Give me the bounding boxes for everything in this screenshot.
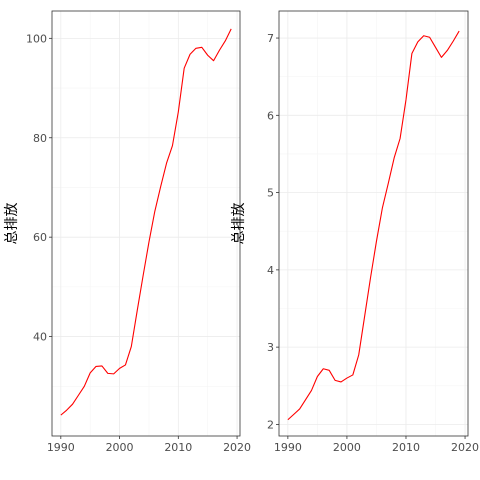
chart-panel-left: 1990 2000 2010 2020 40 60 80 100 总排放 [4, 10, 251, 454]
y-axis-title: 总排放 [231, 203, 247, 245]
y-tick-label: 7 [267, 32, 274, 45]
y-tick-label: 2 [267, 418, 274, 431]
y-tick-label: 5 [267, 187, 274, 200]
series-line [287, 30, 460, 421]
y-tick-label: 4 [267, 264, 274, 277]
y-tick-label: 40 [33, 331, 47, 344]
x-tick-label: 2000 [333, 441, 361, 454]
y-tick-label: 60 [33, 231, 47, 244]
grid [52, 11, 240, 436]
y-tick-label: 100 [26, 32, 47, 45]
x-tick-label: 2020 [451, 441, 479, 454]
panel-border [51, 10, 241, 437]
x-tick-label: 2010 [392, 441, 420, 454]
y-tick-label: 3 [267, 341, 274, 354]
panel-border [278, 10, 469, 437]
y-tick-label: 80 [33, 132, 47, 145]
x-tick-label: 2010 [164, 441, 192, 454]
grid [279, 11, 468, 436]
x-tick-label: 1990 [274, 441, 302, 454]
y-tick-label: 6 [267, 109, 274, 122]
x-tick-label: 2020 [223, 441, 251, 454]
x-tick-label: 1990 [47, 441, 75, 454]
chart-panel-right: 1990 2000 2010 2020 2 3 4 5 6 7 总排放 [231, 10, 479, 454]
series-line [60, 28, 232, 416]
y-axis-title: 总排放 [4, 203, 20, 245]
x-tick-label: 2000 [106, 441, 134, 454]
